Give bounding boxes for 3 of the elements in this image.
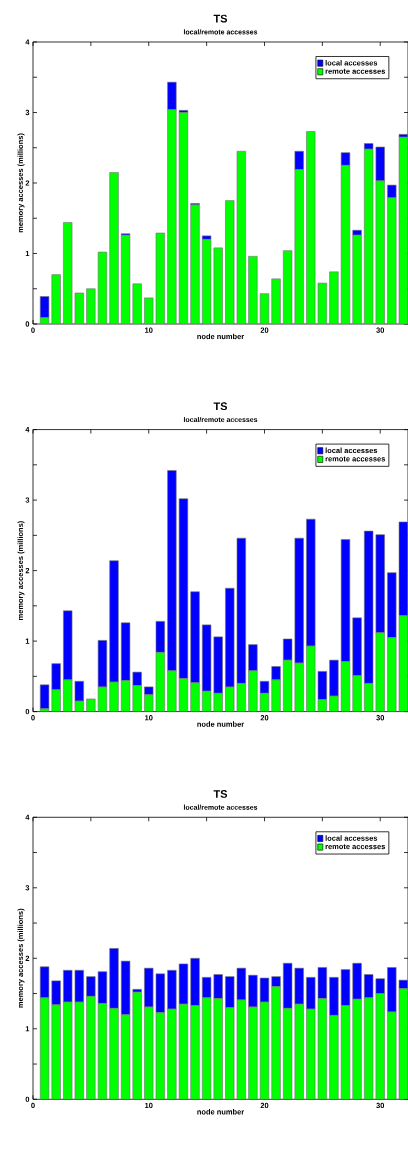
- chart-title: TS: [213, 402, 228, 411]
- chart-title: TS: [213, 790, 228, 798]
- chart-title: TS: [213, 14, 228, 23]
